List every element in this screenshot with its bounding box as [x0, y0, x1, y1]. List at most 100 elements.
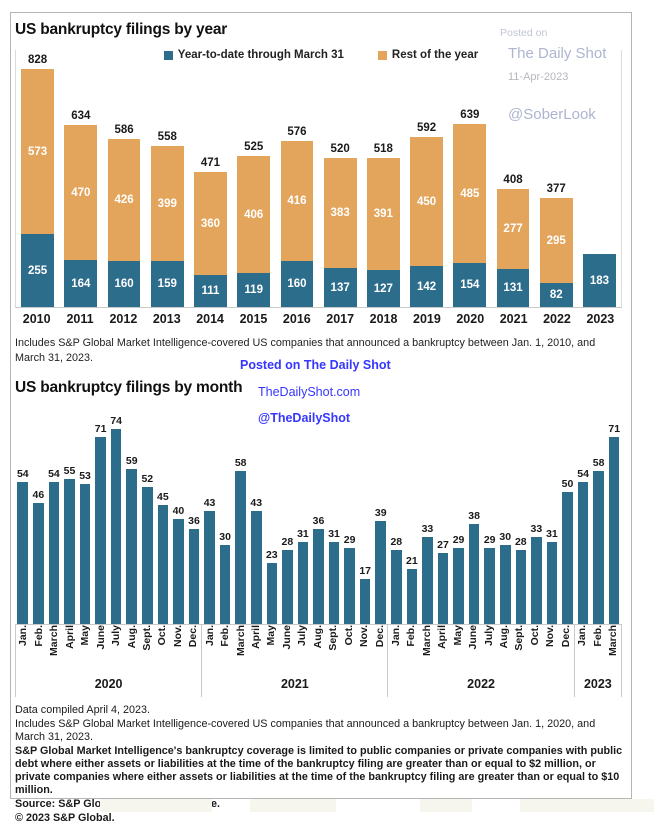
year-axis-label: 2013 [152, 312, 181, 326]
bar-total-label: 639 [460, 109, 480, 121]
year-axis-label: 2018 [369, 312, 398, 326]
month-axis-label-text: June [467, 625, 480, 650]
footer-coverage-note: Includes S&P Global Market Intelligence-… [15, 718, 596, 744]
year-bar-column: 408 277 131 [491, 50, 534, 307]
bar-total-label: 592 [416, 122, 437, 134]
watermark-daily-shot: The Daily Shot [508, 44, 607, 62]
month-bar [546, 542, 558, 625]
month-bar [468, 524, 480, 625]
rest-of-year-segment: 383 [323, 158, 357, 268]
month-axis-label: June [279, 625, 294, 673]
month-bar-column: 28 [280, 397, 296, 625]
month-axis-label-text: Aug. [498, 625, 510, 649]
ytd-segment: 160 [107, 261, 141, 307]
month-axis-label-text: July [296, 625, 309, 647]
year-bar-column: 592 450 142 [405, 50, 448, 307]
ytd-color-swatch [163, 50, 173, 60]
monthly-chart-title: US bankruptcy filings by month [15, 379, 243, 397]
year-bar-column: 576 416 160 [275, 50, 318, 307]
month-bar [188, 529, 200, 625]
rest-of-year-segment: 295 [539, 198, 573, 283]
month-bar-column: 74 [108, 397, 124, 625]
month-bar-column: 40 [171, 397, 187, 625]
bar-value-label: 33 [530, 523, 543, 536]
month-axis-label-text: March [420, 625, 433, 657]
year-bar-column: 525 406 119 [232, 50, 275, 307]
month-axis-label-text: Aug. [311, 625, 324, 649]
month-axis-label-text: Dec. [559, 625, 572, 648]
bar-value-label: 23 [265, 549, 278, 562]
month-bar [422, 537, 433, 625]
month-axis-label-text: June [280, 625, 293, 650]
month-bar-column: 55 [62, 397, 78, 625]
bar-total-label: 377 [546, 183, 566, 195]
bar-value-label: 58 [234, 457, 247, 470]
month-axis-label-text: Sept. [140, 625, 153, 651]
bar-total-label: 828 [28, 54, 48, 66]
bar-value-label: 45 [157, 491, 169, 504]
month-axis-label: Aug. [497, 625, 512, 673]
ytd-segment: 111 [194, 275, 227, 307]
month-bar-column: 36 [186, 397, 202, 625]
daily-shot-watermark: Posted on The Daily Shot 11-Apr-2023 @So… [500, 28, 606, 122]
legend-item-ytd: Year-to-date through March 31 [163, 49, 344, 61]
month-bar-column: 29 [451, 397, 467, 625]
month-axis-label-text: Feb. [591, 625, 604, 647]
month-bar-column: 23 [264, 397, 280, 625]
month-labels-row: Jan. Feb. March [575, 625, 621, 673]
bar-value-label: 55 [63, 465, 76, 478]
month-axis-label: Aug. [310, 625, 325, 673]
month-axis-label: April [435, 625, 450, 673]
month-axis-label-text: Oct. [342, 625, 355, 646]
bar-value-label: 52 [141, 473, 154, 486]
year-bar-column: 377 295 82 [535, 50, 578, 307]
month-axis-label-text: May [265, 625, 278, 646]
month-axis-label: July [295, 625, 310, 673]
ytd-segment: 142 [410, 266, 443, 307]
month-bar-column: 45 [155, 397, 171, 625]
month-bar [235, 471, 246, 625]
rest-of-year-segment: 485 [453, 124, 487, 263]
month-bar-column: 17 [357, 397, 373, 625]
watermark-ghost [420, 799, 472, 812]
ytd-segment: 131 [496, 269, 530, 307]
month-axis-label: Feb. [31, 625, 46, 673]
rest-of-year-segment: 450 [410, 137, 443, 266]
month-bar-group: 54 58 71 [575, 397, 622, 625]
month-bar-column: 59 [124, 397, 140, 625]
month-axis-label: April [249, 625, 264, 673]
year-axis-label: 2021 [499, 312, 528, 326]
month-bar [297, 542, 309, 625]
month-bar-group: 54 46 54 55 53 71 74 59 52 45 40 36 [15, 397, 202, 625]
rest-of-year-segment: 406 [237, 156, 271, 273]
month-axis-label: Dec. [186, 625, 201, 673]
month-bar [608, 437, 620, 625]
month-axis-label: Feb. [404, 625, 419, 673]
month-axis-label: Dec. [372, 625, 387, 673]
month-bar-column: 58 [233, 397, 249, 625]
month-axis-label: March [419, 625, 434, 673]
bar-value-label: 28 [514, 536, 527, 549]
month-bar [391, 550, 402, 625]
bar-value-label: 39 [374, 507, 387, 520]
month-bar-group: 43 30 58 43 23 28 31 36 31 29 17 39 [202, 397, 389, 625]
bar-value-label: 54 [48, 468, 60, 481]
ytd-segment: 119 [237, 273, 271, 307]
month-bar [48, 482, 60, 625]
month-axis-label: March [47, 625, 62, 673]
bar-value-label: 54 [16, 468, 29, 481]
month-axis-label: June [466, 625, 481, 673]
bar-total-label: 408 [503, 174, 523, 186]
bar-value-label: 31 [328, 528, 340, 541]
month-axis-label-text: Feb. [405, 625, 418, 647]
legend-label-ytd: Year-to-date through March 31 [177, 49, 344, 61]
rest-color-swatch [377, 50, 387, 60]
month-bar [359, 579, 371, 625]
month-bar-column: 46 [31, 397, 47, 625]
month-bar-column: 58 [591, 397, 607, 625]
month-bar-column: 33 [420, 397, 436, 625]
year-bar-column: 634 470 164 [59, 50, 102, 307]
month-bar [173, 519, 184, 625]
bar-value-label: 30 [219, 531, 231, 544]
bar-value-label: 21 [406, 555, 418, 568]
